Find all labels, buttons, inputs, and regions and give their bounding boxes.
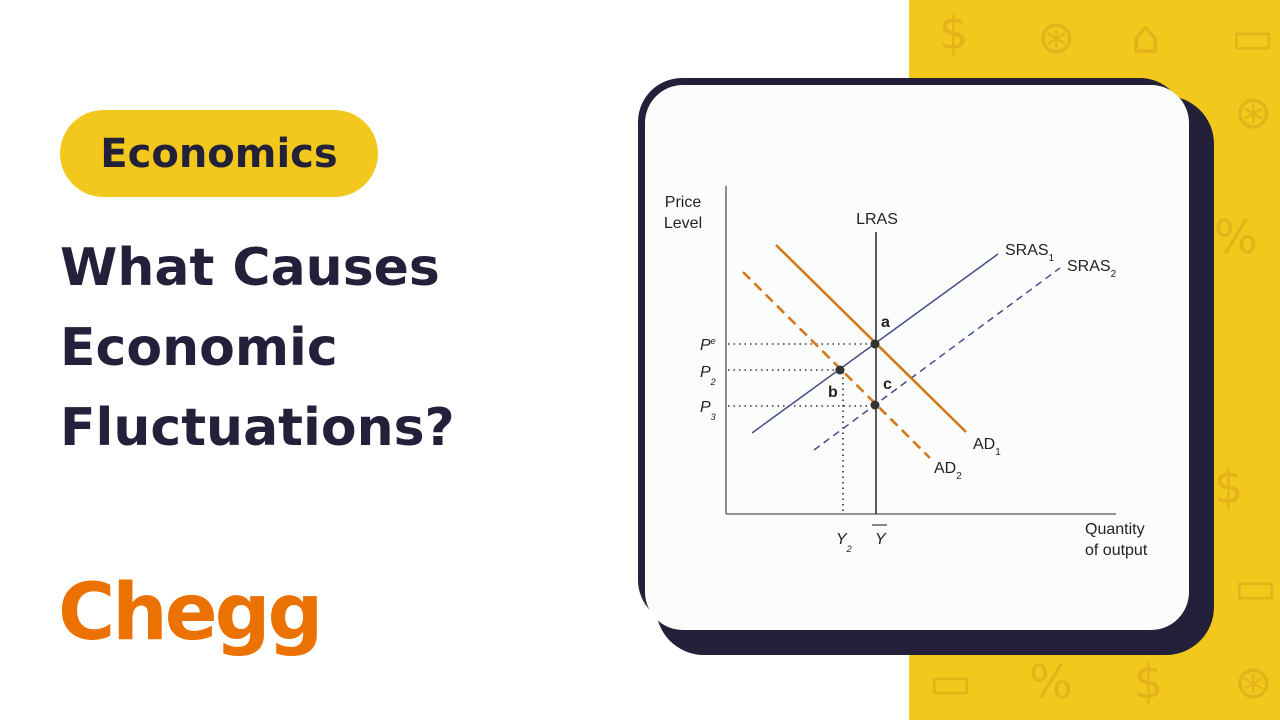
dollar-icon: $ bbox=[939, 6, 969, 60]
percent-icon: % bbox=[1214, 210, 1258, 264]
sras2-line bbox=[813, 267, 1061, 451]
diagram-card-inner bbox=[645, 85, 1189, 630]
point-b-label: b bbox=[828, 384, 838, 401]
category-badge: Economics bbox=[60, 110, 378, 197]
p3-label: P3 bbox=[700, 399, 716, 422]
guide-lines bbox=[728, 343, 876, 512]
point-c-label: c bbox=[883, 376, 892, 393]
y2-label: Y2 bbox=[836, 531, 852, 554]
category-badge-label: Economics bbox=[100, 130, 338, 177]
chegg-logo: Chegg bbox=[58, 568, 323, 658]
money-bag-search-icon: ⊛ bbox=[1234, 655, 1273, 709]
ad2-line bbox=[742, 271, 931, 459]
y-axis-label: Level bbox=[664, 215, 702, 232]
point-b-marker bbox=[835, 365, 845, 375]
page-title: What Causes Economic Fluctuations? bbox=[60, 228, 455, 468]
dollar-icon: $ bbox=[1134, 655, 1164, 709]
chart-briefcase-icon: ⌂ bbox=[1131, 10, 1161, 64]
banknote-icon: ▭ bbox=[1234, 560, 1278, 614]
money-bag-search-icon: ⊛ bbox=[1037, 10, 1076, 64]
point-c-marker bbox=[870, 400, 880, 410]
pe-label: Pe bbox=[700, 336, 716, 354]
title-line: What Causes bbox=[60, 238, 440, 298]
x-axis-label: Quantity bbox=[1085, 521, 1145, 538]
x-axis-label: of output bbox=[1085, 542, 1148, 559]
sras2-label: SRAS2 bbox=[1067, 258, 1117, 280]
diagram-card bbox=[638, 78, 1189, 630]
point-a-label: a bbox=[881, 314, 890, 331]
p2-label: P2 bbox=[700, 364, 716, 387]
ad1-line bbox=[775, 244, 967, 433]
ad1-label: AD1 bbox=[973, 436, 1001, 458]
y-axis-label: Price bbox=[665, 194, 702, 211]
point-a-marker bbox=[870, 339, 880, 349]
title-line: Economic bbox=[60, 318, 338, 378]
banknote-icon: ▭ bbox=[1231, 10, 1275, 64]
title-line: Fluctuations? bbox=[60, 398, 455, 458]
banknote-icon: ▭ bbox=[929, 655, 973, 709]
ad2-label: AD2 bbox=[934, 460, 962, 482]
ybar-label: Y bbox=[875, 531, 887, 548]
percent-icon: % bbox=[1029, 655, 1073, 709]
sras1-label: SRAS1 bbox=[1005, 242, 1055, 264]
money-bag-search-icon: ⊛ bbox=[1234, 85, 1273, 139]
lras-label: LRAS bbox=[856, 211, 898, 228]
dollar-icon: $ bbox=[1214, 460, 1244, 514]
